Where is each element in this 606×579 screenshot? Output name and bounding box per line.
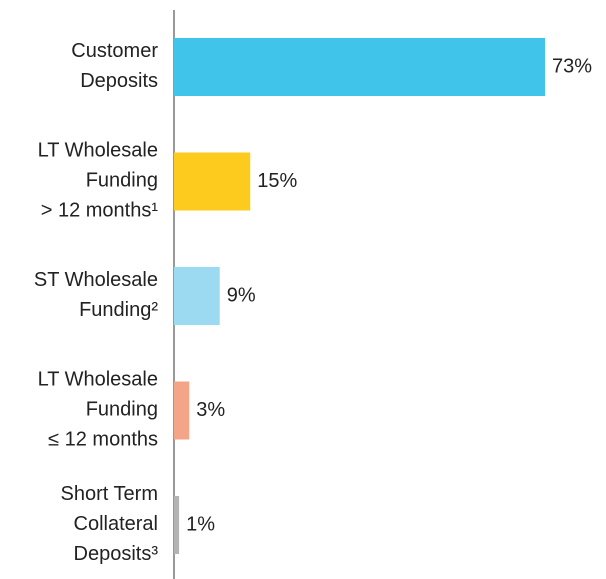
category-label-line: Deposits³: [74, 543, 159, 565]
category-label: LT Wholesale Funding > 12 months¹: [38, 140, 159, 222]
category-label: Short Term Collateral Deposits³: [61, 483, 159, 565]
category-label-line: Collateral: [74, 513, 158, 535]
value-label: 3%: [196, 399, 225, 421]
category-label: Customer Deposits: [71, 40, 158, 92]
category-label-line: Short Term: [61, 483, 158, 505]
category-label: LT Wholesale Funding ≤ 12 months: [38, 369, 158, 451]
category-label-line: Funding: [86, 399, 158, 421]
category-label-line: LT Wholesale: [38, 140, 158, 162]
category-label-line: LT Wholesale: [38, 369, 158, 391]
bar: [174, 496, 180, 554]
bar: [174, 152, 251, 211]
category-label: ST Wholesale Funding²: [34, 269, 158, 321]
category-label-line: Funding²: [79, 299, 158, 321]
category-label-line: Funding: [86, 170, 158, 192]
category-label-line: ≤ 12 months: [48, 429, 158, 451]
category-label-line: > 12 months¹: [41, 200, 159, 222]
bar: [174, 38, 545, 96]
value-label: 73%: [552, 55, 592, 77]
bar: [174, 381, 190, 440]
category-label-line: Deposits: [80, 70, 158, 92]
value-label: 9%: [227, 284, 256, 306]
value-label: 1%: [186, 513, 215, 535]
bar: [174, 267, 220, 325]
value-label: 15%: [257, 170, 297, 192]
category-label-line: Customer: [71, 40, 158, 62]
category-label-line: ST Wholesale: [34, 269, 158, 291]
